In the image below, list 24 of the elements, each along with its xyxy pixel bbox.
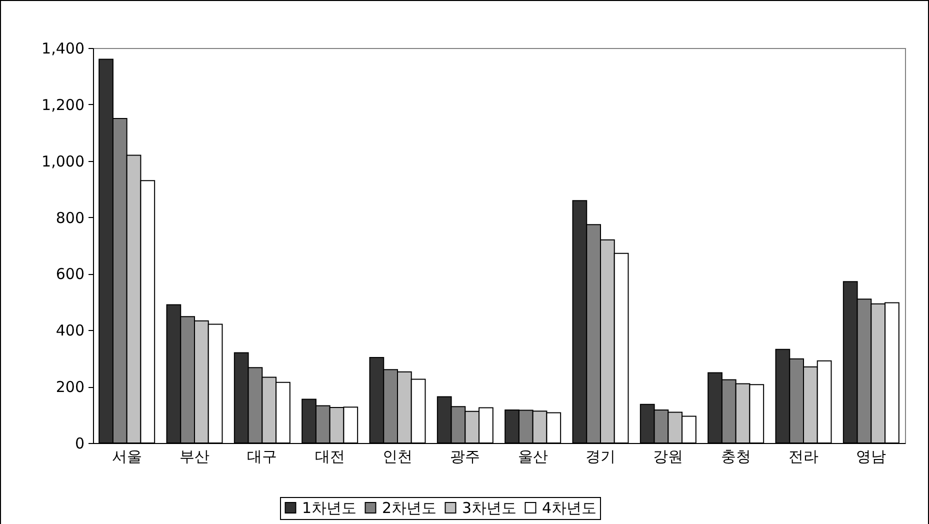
x-tick-label: 전라 — [788, 448, 818, 466]
x-tick-label: 강원 — [653, 448, 684, 466]
y-tick-label: 1,000 — [42, 152, 84, 170]
x-tick-label: 영남 — [856, 448, 886, 466]
y-tick-label: 800 — [56, 208, 84, 227]
x-tick-label: 서울 — [112, 448, 142, 466]
y-tick-label: 1,200 — [42, 96, 84, 114]
x-tick-label: 광주 — [450, 448, 480, 466]
legend-label: 1차년도 — [302, 498, 357, 517]
x-tick-label: 경기 — [586, 448, 616, 466]
x-tick-label: 인천 — [382, 448, 412, 466]
legend-label: 3차년도 — [462, 498, 517, 517]
x-tick-label: 충청 — [720, 448, 751, 466]
y-tick-label: 600 — [56, 265, 84, 284]
legend-label: 4차년도 — [542, 498, 597, 517]
y-tick-label: 1,400 — [42, 40, 84, 58]
y-tick-label: 400 — [56, 322, 84, 340]
y-tick-label: 0 — [74, 434, 84, 452]
x-tick-label: 대구 — [247, 448, 278, 466]
y-tick-label: 200 — [56, 378, 84, 396]
x-tick-label: 울산 — [518, 448, 548, 466]
legend-label: 2차년도 — [382, 498, 437, 517]
x-tick-label: 대전 — [314, 448, 345, 466]
x-tick-label: 부산 — [180, 448, 210, 466]
